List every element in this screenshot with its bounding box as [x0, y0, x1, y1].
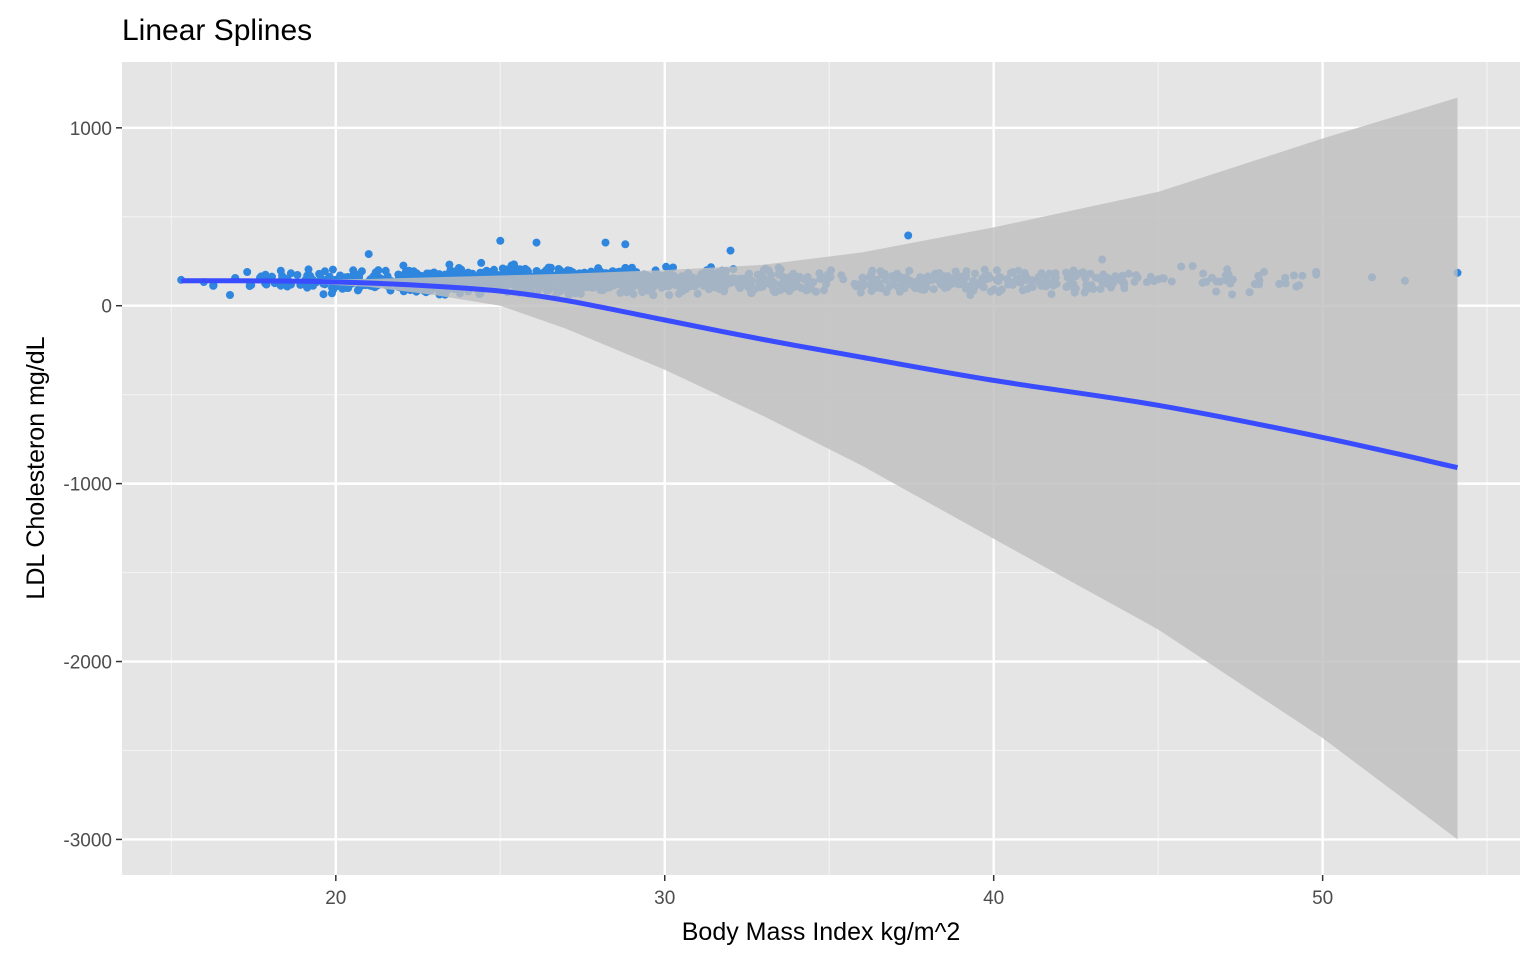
- data-point: [726, 246, 735, 255]
- x-tick-label: 20: [325, 888, 346, 909]
- data-point: [243, 268, 252, 276]
- data-point: [343, 273, 352, 281]
- data-point: [430, 268, 438, 277]
- y-tick-labels: 1000 0 -1000 -2000 -3000: [63, 119, 112, 852]
- data-point: [394, 270, 403, 279]
- chart-title: Linear Splines: [122, 14, 312, 47]
- data-point: [209, 281, 218, 290]
- data-point: [503, 265, 512, 274]
- data-point: [303, 283, 312, 292]
- data-point: [532, 267, 541, 276]
- data-point: [293, 271, 302, 279]
- data-point: [374, 266, 383, 275]
- data-point: [904, 231, 913, 240]
- data-point: [328, 265, 337, 274]
- data-point: [319, 290, 328, 299]
- data-point: [621, 264, 630, 272]
- data-point: [445, 260, 454, 269]
- data-point: [451, 268, 460, 277]
- data-point: [383, 272, 392, 281]
- y-tick-label: -2000: [63, 653, 112, 674]
- x-tick-labels: 20 30 40 50: [325, 888, 1333, 909]
- data-point: [226, 291, 234, 299]
- data-point: [594, 264, 603, 273]
- data-point: [532, 238, 541, 247]
- x-tick-label: 40: [983, 888, 1004, 909]
- data-point: [441, 270, 450, 279]
- data-point: [320, 267, 329, 276]
- y-tick-label: -1000: [63, 475, 112, 496]
- data-point: [355, 270, 364, 279]
- y-tick-label: 1000: [70, 119, 112, 140]
- data-point: [509, 260, 518, 269]
- data-point: [662, 262, 671, 271]
- data-point: [412, 271, 421, 280]
- y-tick-label: -3000: [63, 830, 112, 851]
- data-point: [364, 250, 373, 259]
- data-point: [276, 266, 285, 275]
- axis-ticks: [116, 127, 1324, 881]
- data-point: [477, 258, 486, 267]
- data-point: [402, 267, 410, 276]
- spline-fit-line: [181, 278, 1459, 471]
- x-tick-label: 50: [1312, 888, 1333, 909]
- data-point: [353, 286, 362, 295]
- data-point: [563, 266, 572, 275]
- y-axis-title: LDL Cholesteron mg/dL: [22, 336, 50, 599]
- x-tick-label: 30: [654, 888, 675, 909]
- data-point: [601, 238, 610, 247]
- data-point: [496, 236, 505, 245]
- data-point: [621, 240, 630, 249]
- confidence-band: [181, 97, 1458, 840]
- x-axis-title: Body Mass Index kg/m^2: [682, 918, 961, 946]
- data-point: [304, 265, 313, 274]
- data-point: [543, 266, 552, 275]
- y-tick-label: 0: [101, 297, 112, 318]
